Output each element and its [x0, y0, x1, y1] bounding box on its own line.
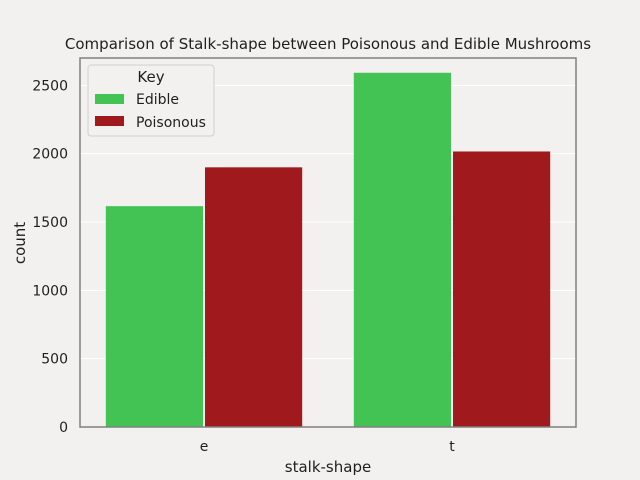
- y-tick-label: 500: [41, 352, 68, 368]
- y-tick-labels: 0 500 1000 1500 2000 2500: [32, 78, 68, 436]
- y-tick-label: 2000: [32, 147, 68, 163]
- x-axis-label: stalk-shape: [285, 458, 371, 476]
- legend-label-poisonous: Poisonous: [136, 115, 206, 131]
- legend: Key Edible Poisonous: [87, 64, 215, 137]
- axes-frame: [79, 57, 577, 428]
- bars: [105, 72, 551, 428]
- legend-title: Key: [137, 68, 164, 86]
- bar-edible-t: [353, 72, 451, 427]
- y-axis-label: count: [11, 222, 29, 264]
- chart-title: Comparison of Stalk-shape between Poison…: [65, 35, 591, 53]
- y-tick-label: 1500: [32, 215, 68, 231]
- bar-poisonous-e: [205, 167, 303, 428]
- legend-label-edible: Edible: [136, 92, 179, 108]
- y-tick-label: 1000: [32, 283, 68, 299]
- legend-swatch-edible: [95, 94, 124, 104]
- bar-edible-e: [105, 206, 203, 427]
- bar-poisonous-t: [453, 151, 551, 428]
- y-tick-label: 2500: [32, 78, 68, 94]
- x-tick-label: e: [200, 439, 209, 455]
- y-tick-label: 0: [59, 420, 68, 436]
- legend-swatch-poisonous: [95, 116, 124, 126]
- x-tick-label: t: [449, 439, 455, 455]
